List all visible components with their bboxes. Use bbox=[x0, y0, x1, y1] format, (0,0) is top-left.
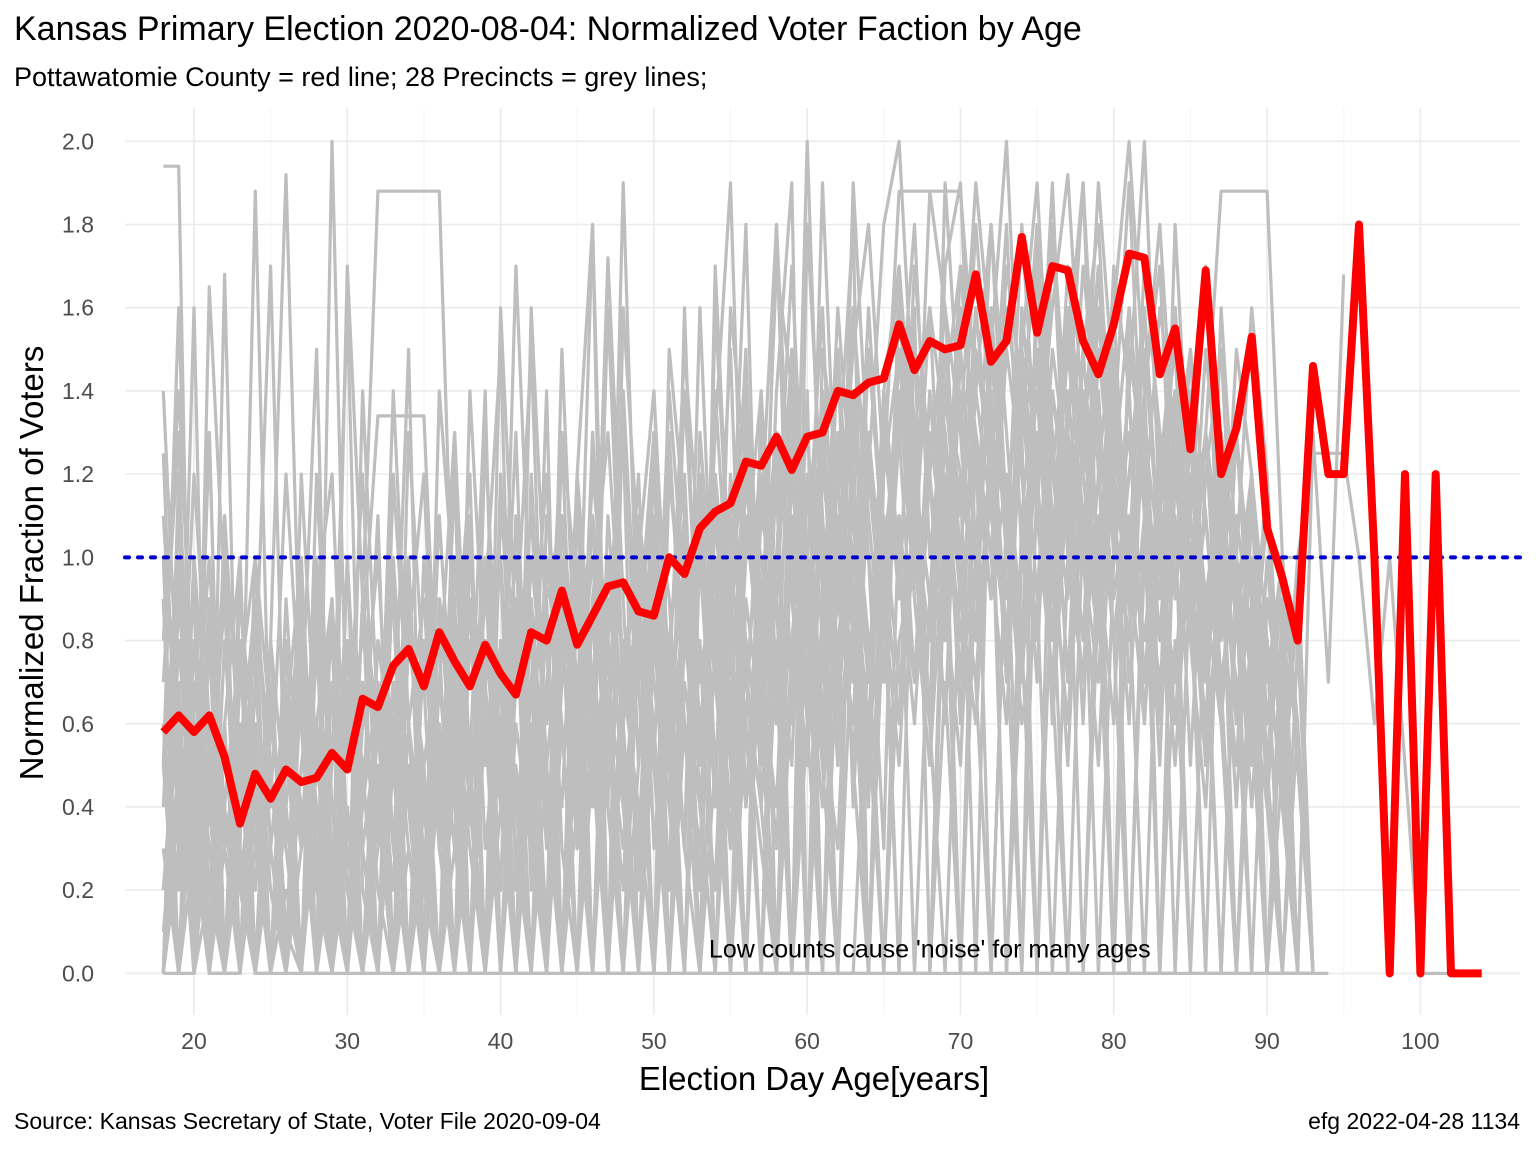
x-tick-label-80: 80 bbox=[1101, 1028, 1127, 1054]
precinct-line-27 bbox=[161, 181, 1300, 976]
chart-title: Kansas Primary Election 2020-08-04: Norm… bbox=[14, 10, 1082, 48]
chart-subtitle: Pottawatomie County = red line; 28 Preci… bbox=[14, 62, 708, 92]
source-caption: Source: Kansas Secretary of State, Voter… bbox=[14, 1108, 601, 1134]
x-tick-label-70: 70 bbox=[948, 1028, 974, 1054]
y-tick-label-5: 1.0 bbox=[62, 544, 94, 570]
precinct-line-20 bbox=[161, 347, 1315, 976]
tick-labels: 20 30 40 50 60 70 80 90 100 0.0 0.2 0.4 0.6 0.8 1.0 1.2… bbox=[62, 128, 1440, 1054]
x-tick-label-40: 40 bbox=[488, 1028, 514, 1054]
x-tick-label-20: 20 bbox=[181, 1028, 207, 1054]
x-tick-label-50: 50 bbox=[641, 1028, 667, 1054]
x-tick-label-90: 90 bbox=[1254, 1028, 1280, 1054]
author-caption: efg 2022-04-28 1134 bbox=[1308, 1108, 1520, 1134]
y-tick-label-8: 1.6 bbox=[62, 295, 94, 321]
x-axis-title: Election Day Age[years] bbox=[639, 1060, 989, 1097]
y-tick-label-6: 1.2 bbox=[62, 461, 94, 487]
noise-annotation: Low counts cause 'noise' for many ages bbox=[709, 935, 1151, 963]
y-tick-label-7: 1.4 bbox=[62, 378, 94, 404]
x-tick-label-30: 30 bbox=[334, 1028, 360, 1054]
county-line-group bbox=[160, 220, 1482, 978]
y-tick-label-4: 0.8 bbox=[62, 628, 94, 654]
y-tick-label-10: 2.0 bbox=[62, 128, 94, 154]
precinct-line-26 bbox=[161, 514, 1313, 976]
y-tick-label-9: 1.8 bbox=[62, 211, 94, 237]
y-tick-label-3: 0.6 bbox=[62, 711, 94, 737]
x-tick-label-60: 60 bbox=[794, 1028, 820, 1054]
x-tick-label-100: 100 bbox=[1401, 1028, 1439, 1054]
y-tick-label-1: 0.2 bbox=[62, 877, 94, 903]
y-axis-title: Normalized Fraction of Voters bbox=[13, 346, 50, 781]
y-tick-label-0: 0.0 bbox=[62, 960, 94, 986]
y-tick-label-2: 0.4 bbox=[62, 794, 94, 820]
county-line bbox=[160, 220, 1482, 978]
